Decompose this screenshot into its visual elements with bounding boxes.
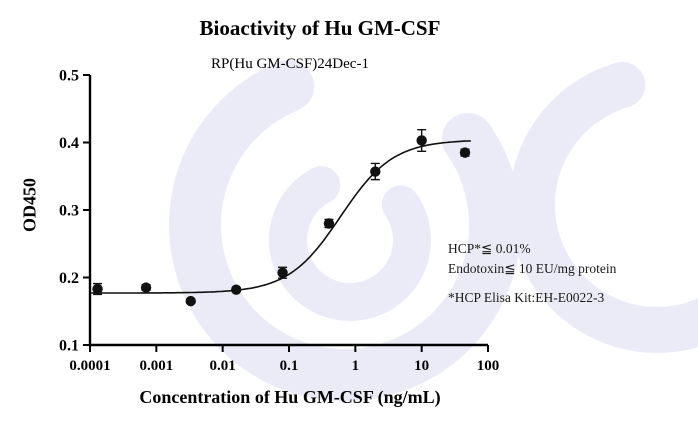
watermark-logo xyxy=(269,159,431,321)
data-point xyxy=(277,267,288,278)
data-point xyxy=(140,282,152,293)
data-point xyxy=(185,295,196,307)
data-point xyxy=(231,284,242,295)
y-axis-label: OD450 xyxy=(19,178,40,232)
x-tick-label: 0.001 xyxy=(139,358,173,374)
data-point xyxy=(370,166,381,177)
y-tick-label: 0.4 xyxy=(59,135,79,152)
y-tick-label: 0.2 xyxy=(59,270,79,287)
x-tick-label: 100 xyxy=(477,358,500,374)
chart-title: Bioactivity of Hu GM-CSF xyxy=(199,16,441,40)
x-tick-label: 0.1 xyxy=(280,358,299,374)
watermark-logo xyxy=(169,49,521,401)
annotation-endotoxin: Endotoxin≦ 10 EU/mg protein xyxy=(448,261,617,276)
watermark-logo xyxy=(509,57,698,353)
x-tick-label: 0.01 xyxy=(210,358,236,374)
x-tick-label: 0.0001 xyxy=(69,358,110,374)
data-point xyxy=(416,135,427,146)
fit-curve xyxy=(90,140,471,294)
x-axis-label: Concentration of Hu GM-CSF (ng/mL) xyxy=(139,387,441,407)
annotation-hcp: HCP*≦ 0.01% xyxy=(448,241,531,256)
data-point xyxy=(323,218,335,229)
annotation-elisa-kit: *HCP Elisa Kit:EH-E0022-3 xyxy=(448,290,605,305)
chart-subtitle: RP(Hu GM-CSF)24Dec-1 xyxy=(211,56,369,72)
y-tick-label: 0.5 xyxy=(59,68,79,85)
data-point xyxy=(459,147,471,158)
y-tick-label: 0.3 xyxy=(59,203,79,220)
data-point xyxy=(92,283,103,295)
x-tick-label: 1 xyxy=(352,358,360,374)
x-tick-label: 10 xyxy=(414,358,429,374)
y-tick-label: 0.1 xyxy=(59,338,79,355)
